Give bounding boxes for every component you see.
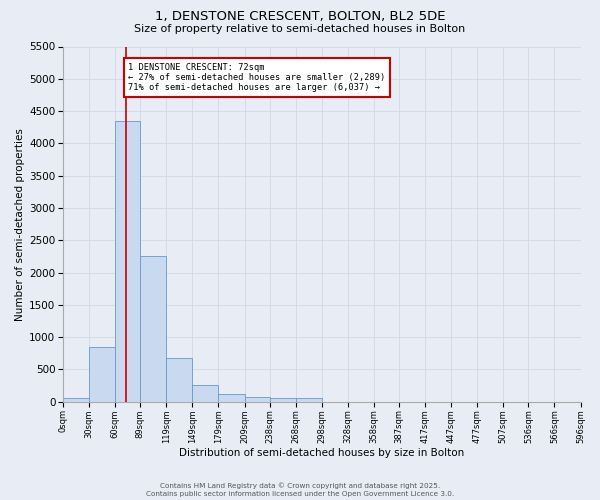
- Bar: [245, 397, 269, 402]
- Bar: [193, 385, 218, 402]
- X-axis label: Distribution of semi-detached houses by size in Bolton: Distribution of semi-detached houses by …: [179, 448, 464, 458]
- Bar: [166, 358, 193, 402]
- Bar: [218, 394, 245, 402]
- Text: Size of property relative to semi-detached houses in Bolton: Size of property relative to semi-detach…: [134, 24, 466, 34]
- Y-axis label: Number of semi-detached properties: Number of semi-detached properties: [15, 128, 25, 320]
- Bar: [269, 398, 296, 402]
- Bar: [63, 398, 89, 402]
- Text: Contains public sector information licensed under the Open Government Licence 3.: Contains public sector information licen…: [146, 491, 454, 497]
- Text: 1 DENSTONE CRESCENT: 72sqm
← 27% of semi-detached houses are smaller (2,289)
71%: 1 DENSTONE CRESCENT: 72sqm ← 27% of semi…: [128, 62, 385, 92]
- Bar: [115, 121, 140, 402]
- Text: Contains HM Land Registry data © Crown copyright and database right 2025.: Contains HM Land Registry data © Crown c…: [160, 482, 440, 489]
- Text: 1, DENSTONE CRESCENT, BOLTON, BL2 5DE: 1, DENSTONE CRESCENT, BOLTON, BL2 5DE: [155, 10, 445, 23]
- Bar: [296, 398, 322, 402]
- Bar: [89, 347, 115, 402]
- Bar: [140, 256, 166, 402]
